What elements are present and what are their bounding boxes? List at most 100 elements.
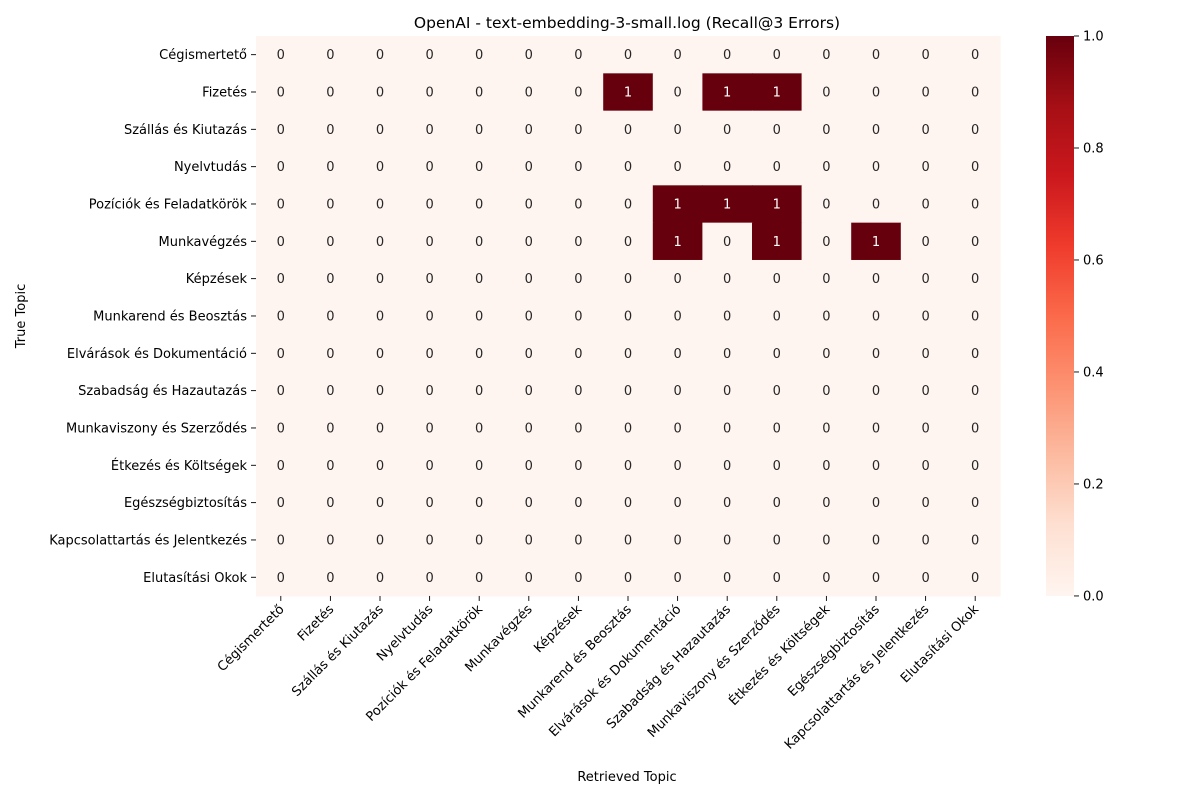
x-axis-label: Retrieved Topic bbox=[577, 770, 676, 785]
heatmap-cell bbox=[305, 521, 356, 560]
heatmap-cell bbox=[256, 110, 307, 149]
heatmap-cell bbox=[950, 371, 1001, 410]
cell-value-label: 0 bbox=[673, 384, 681, 399]
cell-value-label: 0 bbox=[921, 571, 929, 586]
heatmap-cell bbox=[504, 558, 555, 597]
cell-value-label: 0 bbox=[425, 235, 433, 250]
cell-value-label: 0 bbox=[921, 197, 929, 212]
cell-value-label: 0 bbox=[921, 85, 929, 100]
heatmap-cell bbox=[355, 371, 406, 410]
cell-value-label: 0 bbox=[376, 160, 384, 175]
cell-value-label: 0 bbox=[872, 571, 880, 586]
heatmap-cell bbox=[305, 110, 356, 149]
cell-value-label: 0 bbox=[475, 533, 483, 548]
heatmap-cell bbox=[454, 147, 505, 186]
cell-value-label: 1 bbox=[723, 197, 731, 212]
heatmap-cell bbox=[355, 409, 406, 448]
cell-value-label: 0 bbox=[624, 421, 632, 436]
cell-value-label: 0 bbox=[673, 421, 681, 436]
heatmap-cell bbox=[652, 334, 703, 373]
heatmap-cell bbox=[355, 297, 406, 336]
heatmap-cell bbox=[652, 73, 703, 112]
heatmap-cell bbox=[256, 73, 307, 112]
cell-value-label: 0 bbox=[326, 459, 334, 474]
heatmap-cell bbox=[553, 73, 604, 112]
heatmap-cell bbox=[454, 483, 505, 522]
cell-value-label: 1 bbox=[673, 235, 681, 250]
cell-value-label: 0 bbox=[971, 235, 979, 250]
heatmap-cell bbox=[504, 36, 555, 74]
cell-value-label: 0 bbox=[624, 496, 632, 511]
cell-value-label: 0 bbox=[773, 160, 781, 175]
cell-value-label: 0 bbox=[574, 384, 582, 399]
heatmap-cell bbox=[454, 36, 505, 74]
cell-value-label: 0 bbox=[277, 48, 285, 63]
heatmap-cell bbox=[256, 371, 307, 410]
heatmap-cell bbox=[603, 222, 654, 261]
heatmap-cell bbox=[454, 73, 505, 112]
y-axis: Cégismertető Fizetés Szállás és Kiutazás Ny… bbox=[49, 48, 256, 586]
heatmap-cell bbox=[305, 334, 356, 373]
cell-value-label: 0 bbox=[277, 309, 285, 324]
heatmap-cell bbox=[900, 371, 951, 410]
cell-value-label: 0 bbox=[574, 85, 582, 100]
y-tick-label: Elutasítási Okok bbox=[143, 571, 247, 586]
heatmap-cell bbox=[801, 446, 852, 485]
cell-value-label: 0 bbox=[574, 496, 582, 511]
heatmap-cell bbox=[950, 73, 1001, 112]
cell-value-label: 0 bbox=[971, 309, 979, 324]
cell-value-label: 0 bbox=[971, 496, 979, 511]
cell-value-label: 0 bbox=[822, 123, 830, 138]
heatmap-cell bbox=[950, 558, 1001, 597]
cell-value-label: 0 bbox=[971, 48, 979, 63]
cell-value-label: 0 bbox=[376, 48, 384, 63]
heatmap-cell bbox=[553, 446, 604, 485]
heatmap-cell bbox=[454, 558, 505, 597]
heatmap-cell bbox=[652, 147, 703, 186]
heatmap-cell bbox=[752, 222, 803, 261]
cell-value-label: 0 bbox=[277, 347, 285, 362]
cell-value-label: 0 bbox=[872, 309, 880, 324]
cell-value-label: 0 bbox=[921, 384, 929, 399]
cell-value-label: 0 bbox=[872, 272, 880, 287]
heatmap-cell bbox=[504, 334, 555, 373]
heatmap-cell bbox=[752, 147, 803, 186]
heatmap-cell bbox=[404, 73, 455, 112]
cell-value-label: 0 bbox=[971, 571, 979, 586]
cell-value-label: 0 bbox=[574, 160, 582, 175]
heatmap-cell bbox=[404, 147, 455, 186]
cell-value-label: 0 bbox=[277, 197, 285, 212]
cell-value-label: 0 bbox=[673, 571, 681, 586]
cell-value-label: 1 bbox=[624, 85, 632, 100]
cell-value-label: 0 bbox=[277, 496, 285, 511]
heatmap-cell bbox=[851, 222, 902, 261]
cell-value-label: 0 bbox=[475, 160, 483, 175]
cell-value-label: 0 bbox=[872, 123, 880, 138]
cell-value-label: 0 bbox=[921, 309, 929, 324]
heatmap-cell bbox=[504, 259, 555, 298]
cell-value-label: 0 bbox=[822, 421, 830, 436]
cell-value-label: 0 bbox=[574, 197, 582, 212]
heatmap-cell bbox=[305, 558, 356, 597]
heatmap-cell bbox=[702, 409, 753, 448]
heatmap-cell bbox=[801, 409, 852, 448]
heatmap-cell bbox=[702, 371, 753, 410]
heatmap-cell bbox=[305, 222, 356, 261]
cell-value-label: 0 bbox=[971, 123, 979, 138]
cell-value-label: 0 bbox=[376, 309, 384, 324]
cell-value-label: 0 bbox=[822, 48, 830, 63]
heatmap-cell bbox=[454, 185, 505, 224]
heatmap-cell bbox=[851, 521, 902, 560]
cell-value-label: 0 bbox=[277, 272, 285, 287]
heatmap-cell bbox=[702, 110, 753, 149]
heatmap-cell bbox=[801, 259, 852, 298]
cell-value-label: 0 bbox=[723, 123, 731, 138]
heatmap-cell bbox=[504, 110, 555, 149]
cell-value-label: 0 bbox=[773, 533, 781, 548]
cell-value-label: 0 bbox=[971, 421, 979, 436]
heatmap-cell bbox=[553, 297, 604, 336]
cell-value-label: 0 bbox=[624, 48, 632, 63]
heatmap-cell bbox=[851, 483, 902, 522]
cell-value-label: 0 bbox=[376, 123, 384, 138]
heatmap-cell bbox=[851, 36, 902, 74]
